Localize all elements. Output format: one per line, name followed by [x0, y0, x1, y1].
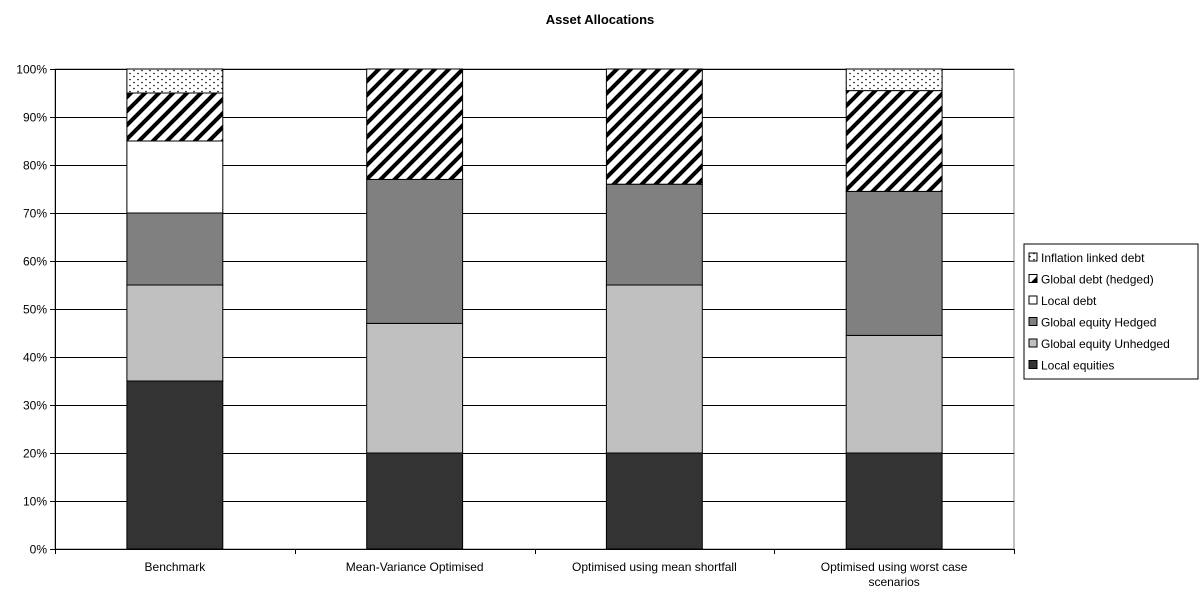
y-tick-label: 70%: [23, 207, 47, 221]
legend-label: Global equity Hedged: [1041, 316, 1156, 330]
legend: Inflation linked debt Global debt (hedged…: [1023, 243, 1199, 380]
bar-segment: [605, 284, 703, 454]
bar-segment: [366, 68, 464, 180]
bar-segment: [605, 68, 703, 185]
legend-box: [1023, 243, 1199, 380]
bar-segment: [605, 452, 703, 550]
bar-segment: [845, 334, 943, 454]
legend-label: Global equity Unhedged: [1041, 337, 1170, 351]
bar-segment: [845, 190, 943, 336]
legend-swatch: [1028, 317, 1038, 326]
legend-swatch: [1028, 295, 1038, 305]
bar-segment: [366, 452, 464, 550]
bar-segment: [366, 322, 464, 454]
y-tick-label: 50%: [23, 303, 47, 317]
y-tick-label: 0%: [30, 543, 48, 557]
bar-segment: [126, 284, 224, 382]
y-tick-label: 60%: [23, 255, 47, 269]
bar-segment: [845, 68, 943, 92]
x-tick-label: Mean-Variance Optimised: [346, 560, 484, 574]
legend-label: Global debt (hedged): [1041, 273, 1154, 287]
x-tick-label: Benchmark: [145, 560, 207, 574]
y-tick-label: 40%: [23, 351, 47, 365]
bar-segment: [126, 380, 224, 550]
legend-swatch: [1028, 252, 1038, 262]
y-tick-label: 20%: [23, 447, 47, 461]
legend-swatch: [1028, 274, 1038, 283]
bar-segment: [126, 140, 224, 214]
y-tick-label: 10%: [23, 495, 47, 509]
bars: [126, 68, 943, 550]
axes: 0% 10% 20% 30% 40% 50% 60% 70% 80% 90% 100% Benchma…: [16, 63, 1015, 589]
y-tick-label: 90%: [23, 111, 47, 125]
x-tick-label: Optimised using mean shortfall: [572, 560, 737, 574]
y-tick-label: 30%: [23, 399, 47, 413]
y-tick-label: 100%: [16, 63, 47, 77]
bar-segment: [126, 212, 224, 286]
bar-segment: [605, 183, 703, 286]
legend-label: Local debt: [1041, 294, 1097, 308]
bar-segment: [366, 178, 464, 324]
x-tick-label: scenarios: [868, 575, 919, 589]
legend-label: Local equities: [1041, 359, 1114, 373]
legend-label: Inflation linked debt: [1041, 251, 1145, 265]
legend-swatch: [1028, 360, 1038, 369]
legend-swatch: [1028, 338, 1038, 348]
x-tick-label: Optimised using worst case: [821, 560, 968, 574]
bar-segment: [126, 92, 224, 142]
chart-title: Asset Allocations: [546, 12, 655, 27]
bar-segment: [126, 68, 224, 94]
y-tick-label: 80%: [23, 159, 47, 173]
bar-segment: [845, 452, 943, 550]
bar-segment: [845, 90, 943, 192]
